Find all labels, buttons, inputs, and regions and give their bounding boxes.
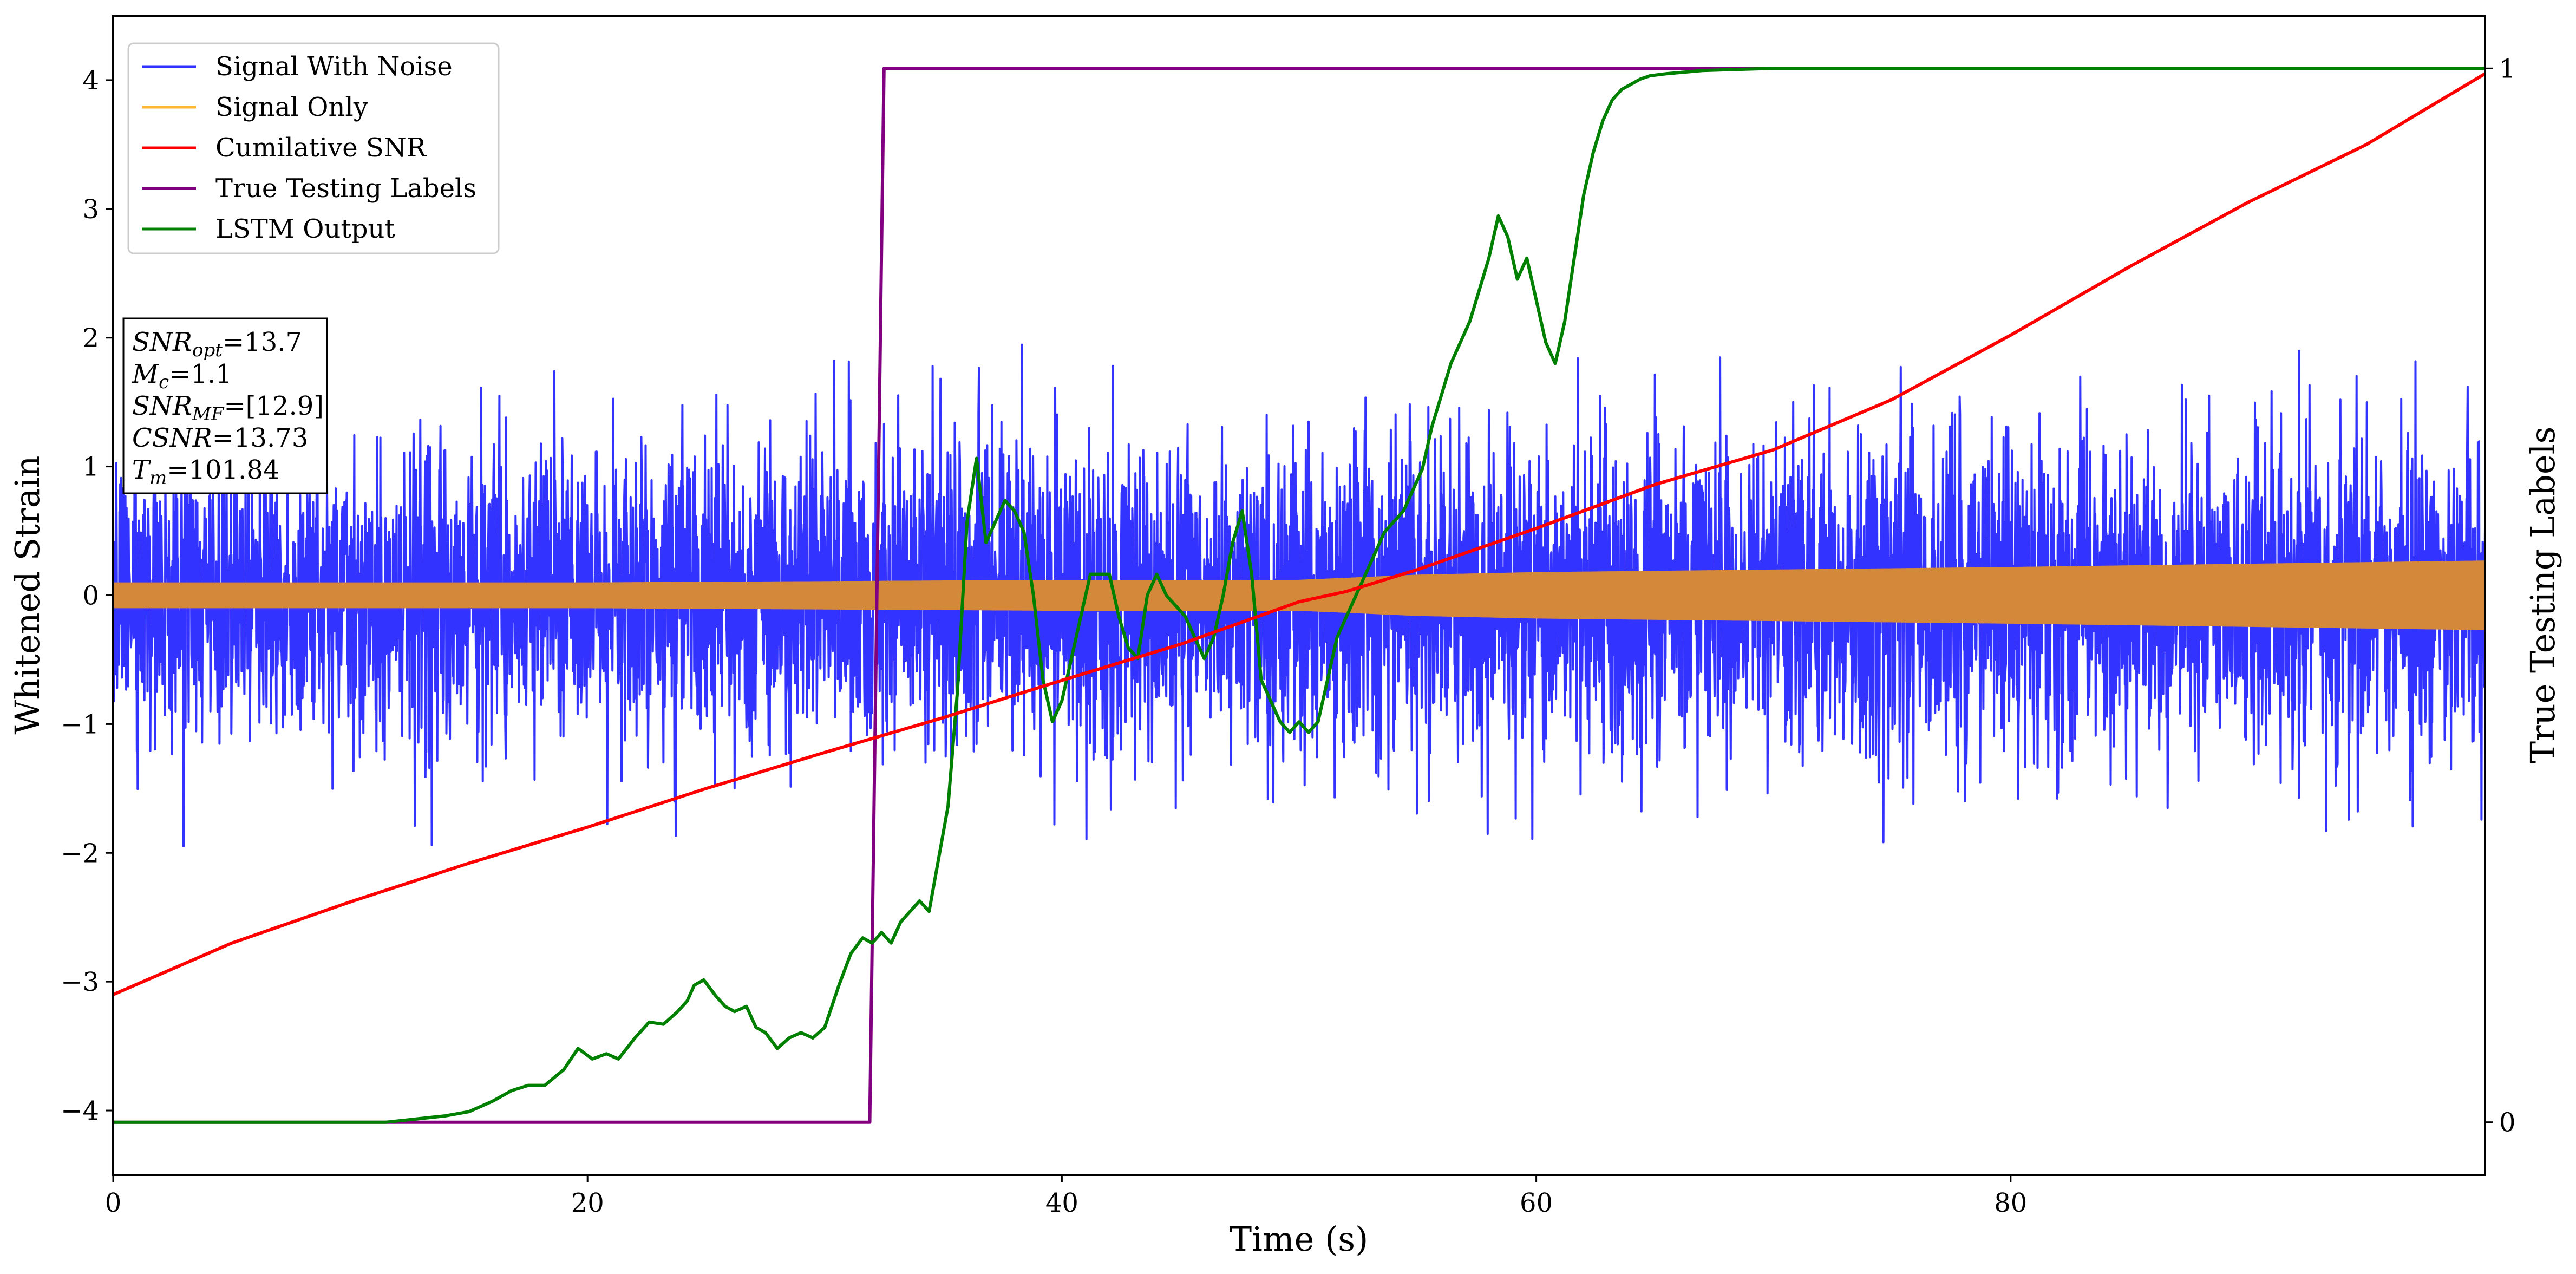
lstm-output-line [113, 67, 2485, 1124]
legend-label: Cumilative SNR [215, 133, 427, 163]
y-axis-title: Whitened Strain [8, 456, 47, 735]
y-tick-label: −4 [61, 1096, 99, 1126]
signal-only-line [113, 560, 2485, 630]
legend: Signal With Noise Signal Only Cumilative S… [127, 42, 500, 254]
y2-axis-title: True Testing Labels [2523, 427, 2562, 764]
x-tick-label: 80 [1994, 1188, 2027, 1218]
info-snr-mf: SNRMF=[12.9] [132, 391, 324, 425]
legend-label: True Testing Labels [215, 173, 476, 204]
info-chirp-mass: Mc=1.1 [132, 359, 232, 393]
x-axis: 0 20 40 60 80 [105, 1175, 2027, 1218]
x-tick-label: 20 [571, 1188, 604, 1218]
y-tick-label: 1 [82, 452, 99, 482]
info-snr-opt: SNRopt=13.7 [132, 327, 302, 361]
y2-tick-label: 1 [2499, 54, 2516, 84]
y2-tick-label: 0 [2499, 1108, 2516, 1138]
y-tick-label: 4 [82, 66, 99, 96]
cumulative-snr-line [113, 72, 2485, 996]
lstm-output-series [113, 67, 2485, 1124]
y-axis-right: 01 [2485, 54, 2516, 1138]
info-csnr: CSNR=13.73 [132, 423, 308, 453]
true-testing-labels-line [113, 67, 2485, 1124]
info-t-m: Tm=101.84 [132, 455, 279, 489]
x-tick-label: 40 [1045, 1188, 1078, 1218]
legend-label: Signal Only [215, 92, 368, 122]
x-tick-label: 0 [105, 1188, 122, 1218]
y-axis-left: −4 −3 −2 −1 0 1 2 3 4 [61, 66, 113, 1126]
y-tick-label: −1 [61, 709, 99, 740]
legend-label: LSTM Output [215, 214, 395, 244]
y-tick-label: −2 [61, 838, 99, 868]
y-tick-label: 3 [82, 194, 99, 225]
legend-label: Signal With Noise [215, 51, 453, 82]
signal-only-series [113, 560, 2485, 630]
y-tick-label: 2 [82, 323, 99, 354]
y-tick-label: −3 [61, 967, 99, 997]
true-testing-labels-series [113, 67, 2485, 1124]
x-axis-title: Time (s) [1230, 1219, 1369, 1259]
legend-frame [127, 42, 500, 254]
y-tick-label: 0 [82, 581, 99, 611]
info-box-frame [122, 317, 328, 494]
cumulative-snr-series [113, 72, 2485, 996]
info-box: SNRopt=13.7 Mc=1.1 SNRMF=[12.9] CSNR=13.… [122, 317, 328, 494]
x-tick-label: 60 [1520, 1188, 1553, 1218]
